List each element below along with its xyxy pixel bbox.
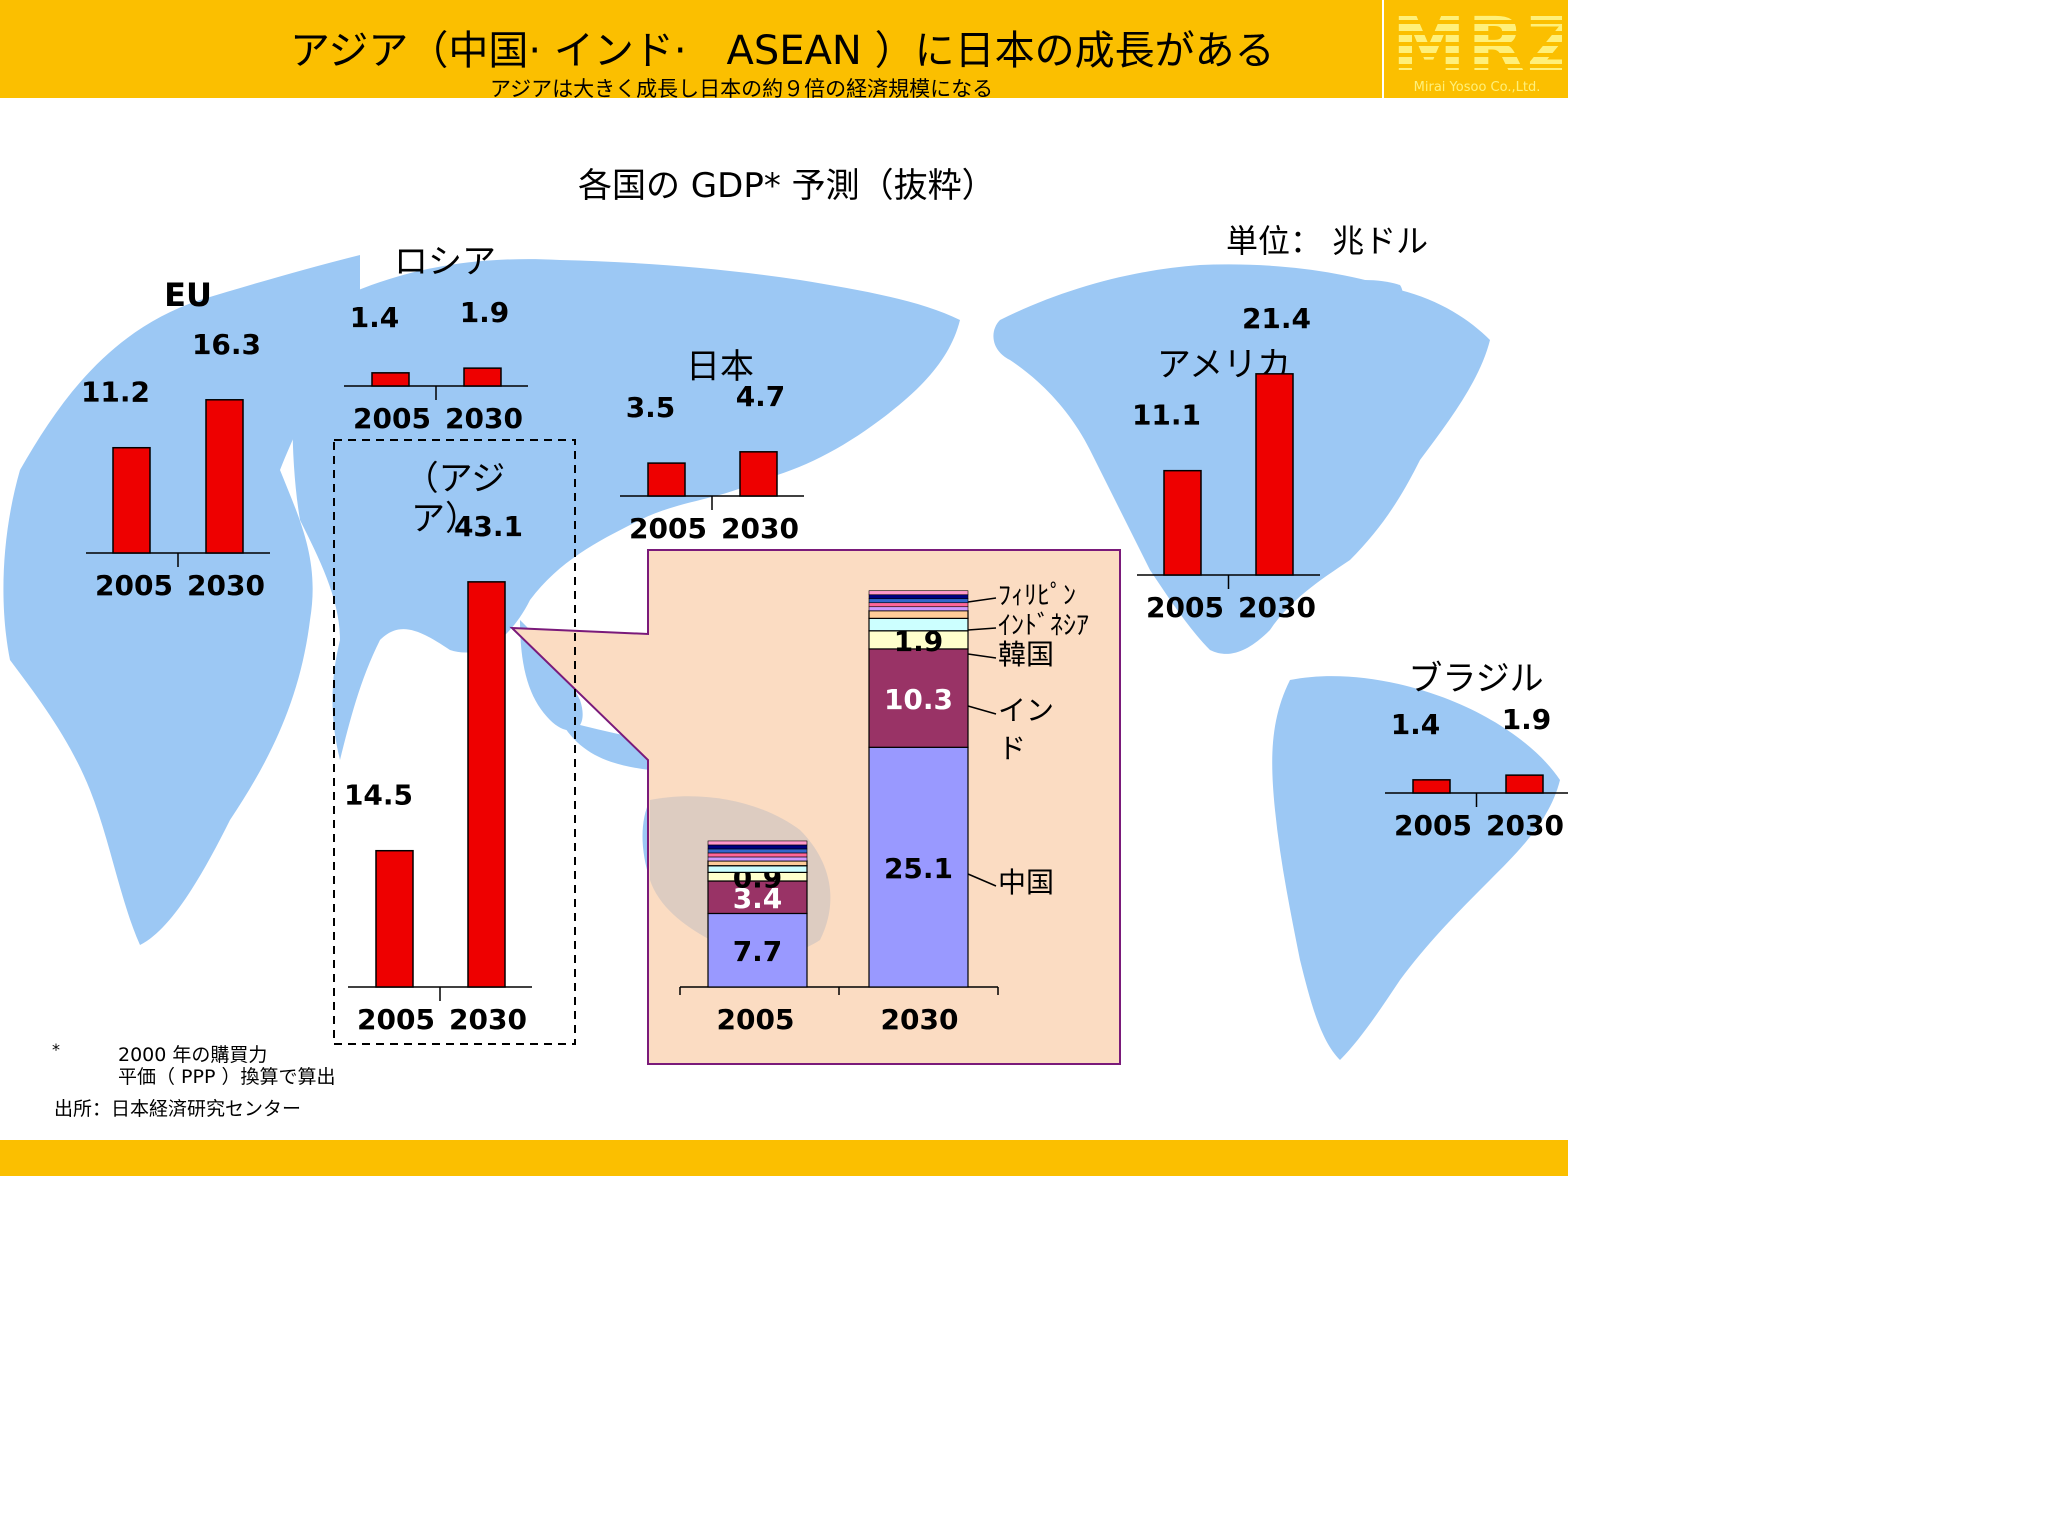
footnote-line-1: 2000 年の購買力	[118, 1044, 268, 1066]
unit-label: 単位： 兆ドル	[1226, 222, 1429, 260]
tick-label: 2030	[445, 402, 523, 435]
stack-segment-minor	[868, 594, 969, 600]
data-label: 11.2	[81, 376, 150, 409]
asia-dashed-frame	[333, 439, 576, 1045]
tick-label: 2030	[721, 512, 799, 545]
logo-mark: MRZ	[1392, 2, 1583, 88]
region-chart-2: 日本 3.5 2005 4.7 2030	[620, 347, 804, 545]
data-label: 11.1	[1132, 399, 1201, 432]
data-label: 1.9	[460, 296, 510, 329]
bar	[739, 451, 778, 497]
stack-segment-minor	[707, 840, 808, 846]
region-chart-4: ブラジル 1.4 2005 1.9 2030	[1385, 659, 1568, 842]
region-chart-5: （アジア） 14.5 2005 43.1 2030	[333, 439, 576, 1045]
bar	[1412, 779, 1451, 794]
tick-label: 2005	[1146, 591, 1224, 624]
tick-label: 2030	[1238, 591, 1316, 624]
data-label: 14.5	[344, 779, 413, 812]
stack-segment	[868, 648, 969, 748]
region-name: 日本	[686, 347, 754, 387]
data-label: 1.9	[1502, 703, 1552, 736]
footnote-line-2: 平価（ PPP ）換算で算出	[118, 1066, 336, 1088]
stack-segment-minor	[707, 856, 808, 862]
logo	[1384, 0, 1568, 98]
page-title: アジア（中国· インド· ASEAN ）に日本の成長がある	[290, 28, 1275, 74]
series-name: ド	[998, 732, 1026, 765]
stack-segment-minor	[868, 590, 969, 596]
bar	[1163, 469, 1202, 576]
footnote-mark: *	[52, 1040, 60, 1059]
stack-segment	[868, 617, 969, 632]
stack-segment	[868, 746, 969, 988]
stack-segment-minor	[868, 598, 969, 604]
stack-label: 25.1	[884, 852, 953, 885]
stack-label: 7.7	[733, 935, 783, 968]
stack-segment-minor	[707, 844, 808, 850]
bar	[1505, 774, 1544, 794]
chart-title: 各国の GDP* 予測（抜粋）	[578, 166, 996, 206]
region-name: ア）	[411, 499, 479, 539]
stack-tick-label: 2005	[717, 1003, 795, 1036]
stack-segment	[707, 865, 808, 874]
stack-segment	[868, 610, 969, 619]
tick-label: 2030	[449, 1003, 527, 1036]
data-label: 16.3	[192, 328, 261, 361]
data-label: 21.4	[1242, 302, 1311, 335]
region-chart-0: EU 11.2 2005 16.3 2030	[81, 276, 270, 602]
stack-label: 3.4	[733, 882, 783, 915]
region-name: ロシア	[394, 242, 496, 282]
bar	[205, 399, 244, 554]
stack-label: 10.3	[884, 683, 953, 716]
stack-segment-minor	[707, 848, 808, 854]
footer-bar	[0, 1140, 1568, 1176]
region-name: （アジ	[405, 459, 506, 499]
bar	[467, 581, 506, 988]
data-label: 1.4	[350, 301, 400, 334]
tick-label: 2005	[1394, 809, 1472, 842]
tick-label: 2030	[187, 569, 265, 602]
region-name: EU	[164, 276, 212, 314]
tick-label: 2005	[95, 569, 173, 602]
tick-label: 2005	[353, 402, 431, 435]
stack-segment-minor	[868, 606, 969, 612]
logo-company: Mirai Yosoo Co.,Ltd.	[1413, 80, 1541, 95]
region-chart-1: ロシア 1.4 2005 1.9 2030	[344, 242, 528, 435]
series-name: イン	[998, 694, 1054, 727]
stack-tick-label: 2030	[881, 1003, 959, 1036]
tick-label: 2005	[357, 1003, 435, 1036]
data-label: 43.1	[454, 510, 523, 543]
series-name: 中国	[998, 866, 1054, 899]
leader-line	[967, 873, 997, 887]
bar	[371, 372, 410, 387]
gdp-chart: EU 11.2 2005 16.3 2030 ロシア 1.4 2005 1.9 2030 日本 3.5…	[81, 242, 1568, 1065]
leader-line	[967, 653, 997, 659]
source-note: 出所：日本経済研究センター	[54, 1098, 302, 1120]
stack-segment-minor	[707, 852, 808, 858]
stack-segment	[707, 880, 808, 915]
stack-segment-minor	[868, 602, 969, 608]
tick-label: 2005	[629, 512, 707, 545]
stack-segment	[707, 860, 808, 867]
data-label: 4.7	[736, 380, 786, 413]
series-name: 韓国	[998, 638, 1054, 671]
series-name: ｲﾝﾄﾞﾈｼｱ	[998, 611, 1089, 641]
tick-label: 2030	[1486, 809, 1564, 842]
leader-line	[967, 705, 997, 715]
header-bar	[0, 0, 1382, 98]
leader-line	[967, 627, 997, 631]
data-label: 3.5	[626, 391, 676, 424]
page-subtitle: アジアは大きく成長し日本の約９倍の経済規模になる	[490, 77, 994, 101]
bar	[375, 849, 414, 988]
bar	[112, 446, 151, 554]
series-name: ﾌｨﾘﾋﾟﾝ	[998, 581, 1076, 611]
bar	[647, 462, 686, 497]
stack-segment	[707, 912, 808, 988]
bar	[463, 367, 502, 387]
data-label: 1.4	[1391, 708, 1441, 741]
bar	[1255, 373, 1294, 576]
region-name: ブラジル	[1408, 659, 1543, 699]
leader-line	[967, 597, 997, 603]
